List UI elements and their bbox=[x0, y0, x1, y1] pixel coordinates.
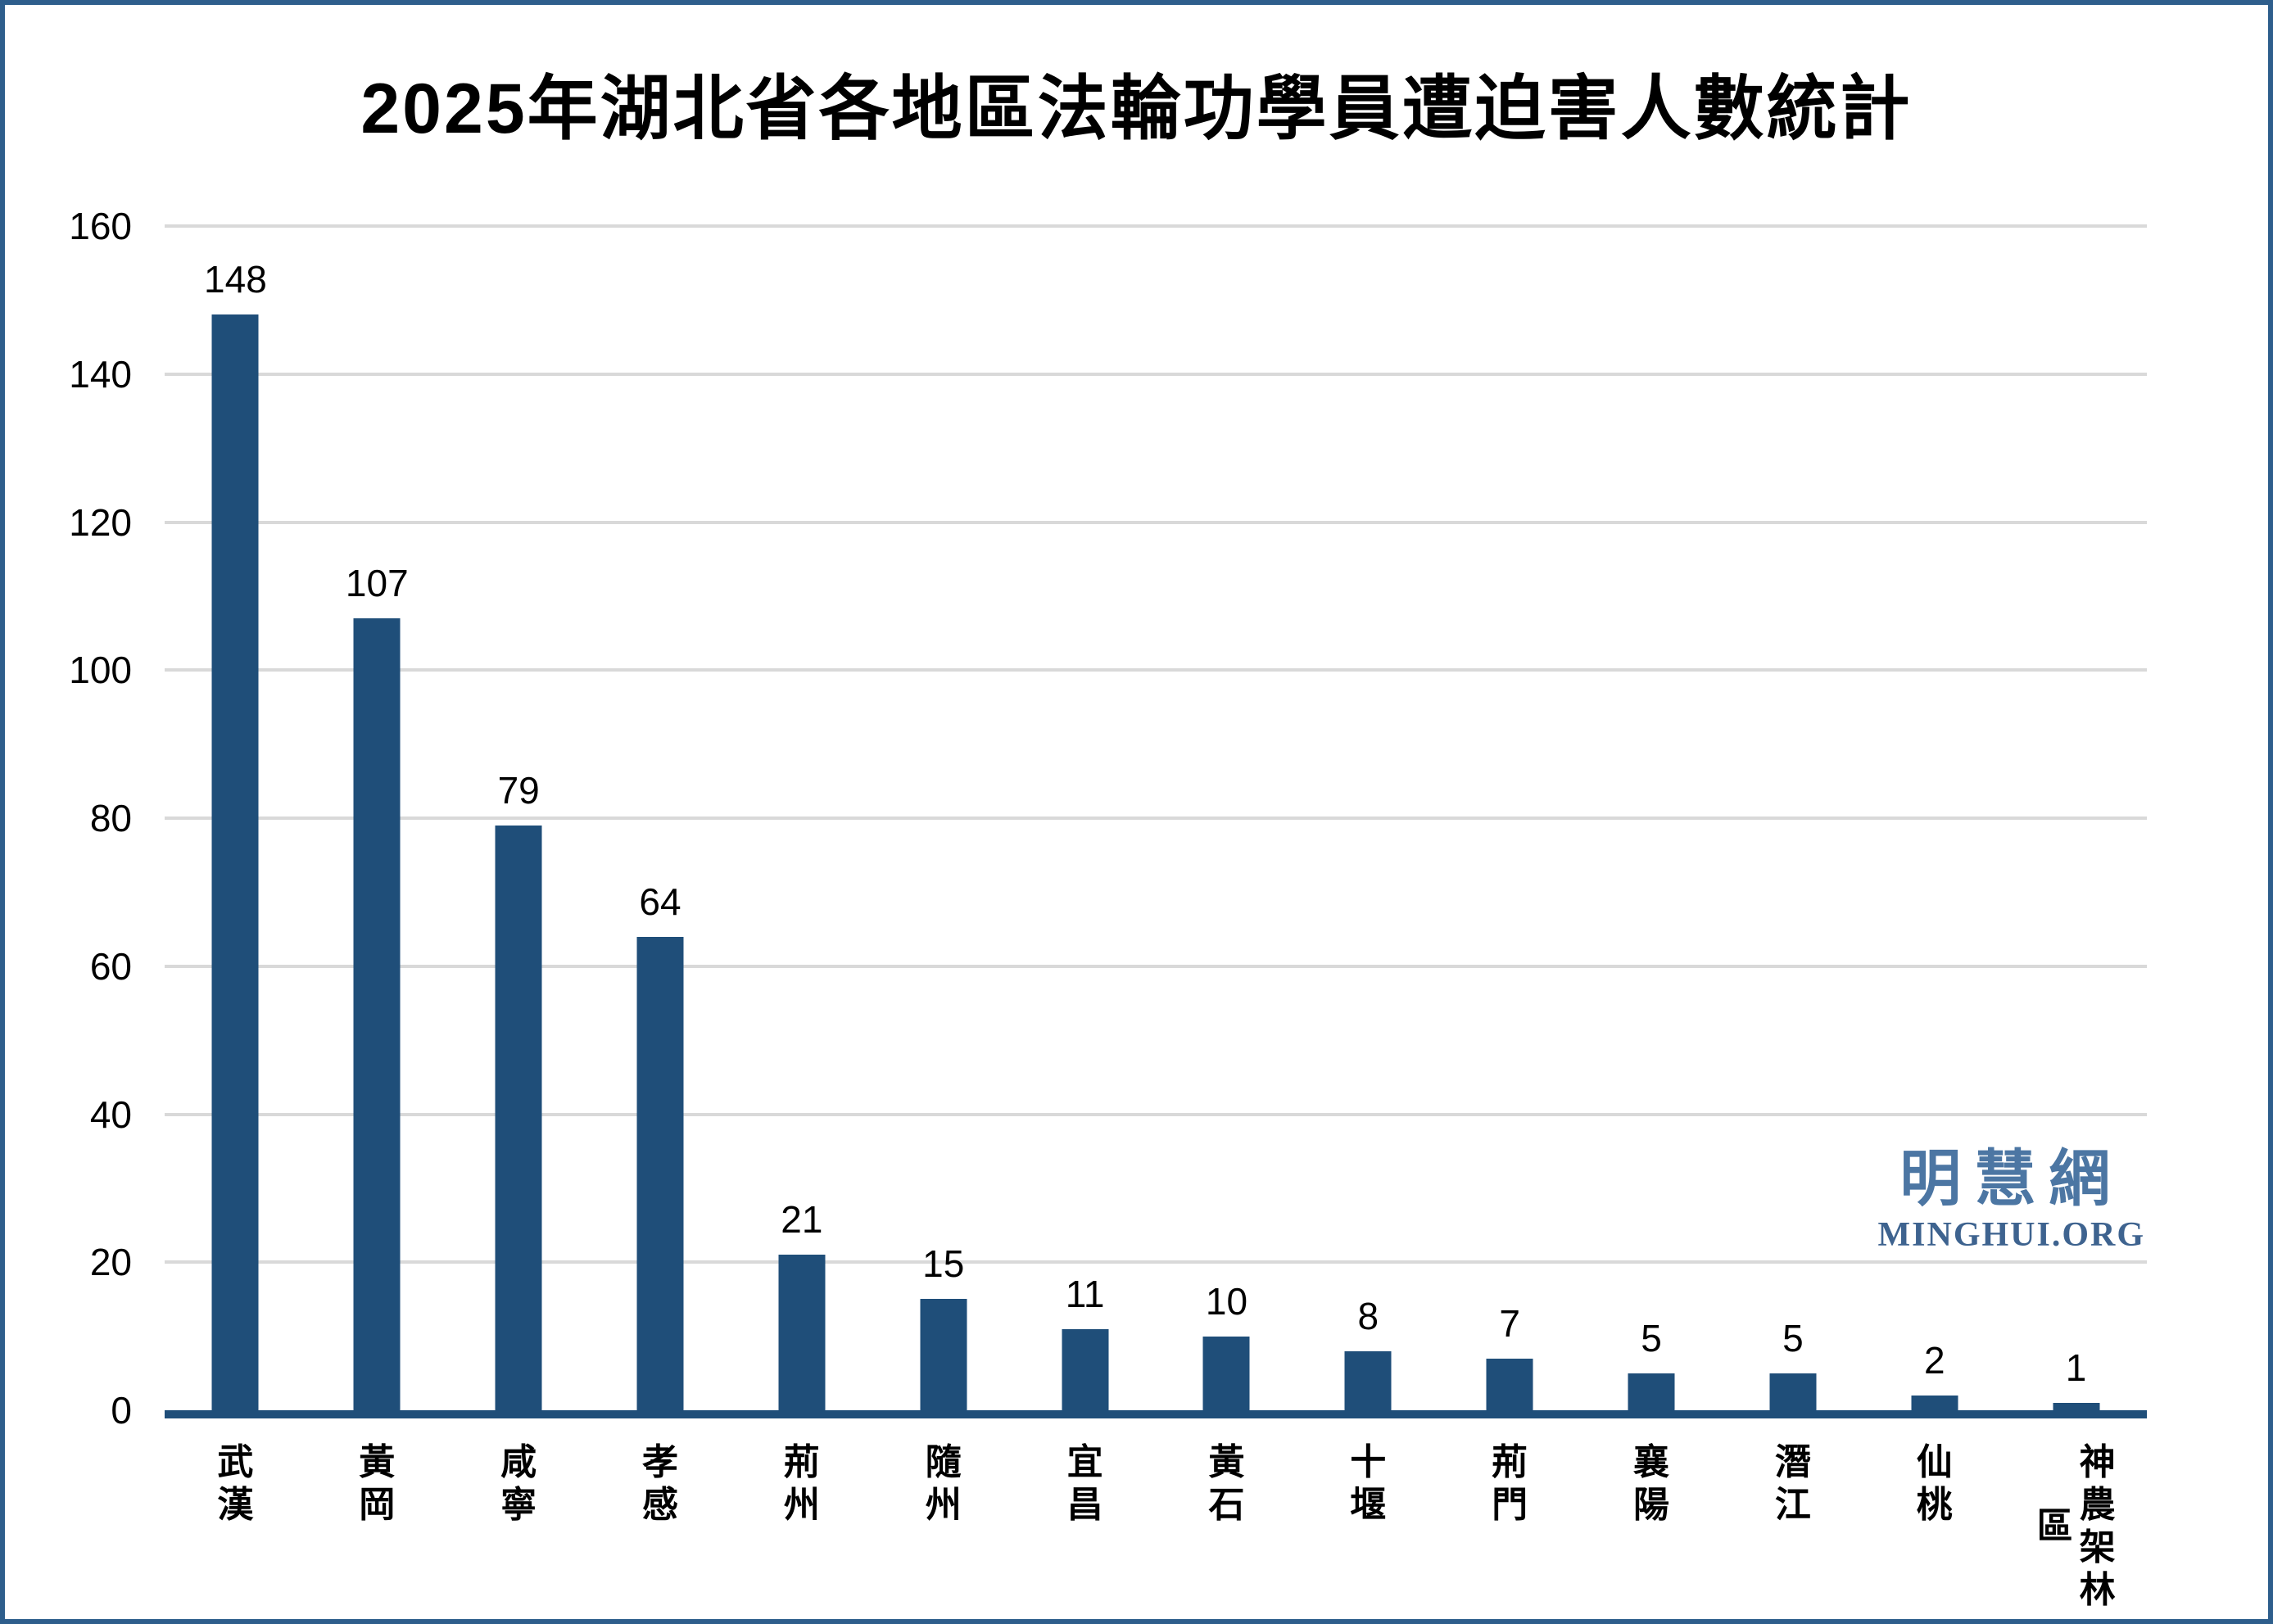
minghui-org-text: MINGHUI.ORG bbox=[1877, 1216, 2145, 1254]
x-axis-label: 仙桃 bbox=[1916, 1442, 1953, 1525]
bar-value-label: 8 bbox=[1357, 1294, 1379, 1337]
bar-slot: 5 潛江 bbox=[1722, 226, 1863, 1525]
bar-value-label: 21 bbox=[781, 1198, 823, 1242]
gridline bbox=[165, 964, 2147, 968]
bar-slot: 1 神農架林區 bbox=[2005, 226, 2147, 1610]
y-tick-label: 160 bbox=[69, 205, 132, 247]
bar-value-label: 64 bbox=[639, 880, 681, 923]
x-axis-label: 荊州 bbox=[783, 1442, 820, 1525]
bar-value-label: 79 bbox=[497, 769, 540, 812]
x-axis-label: 襄陽 bbox=[1633, 1442, 1670, 1525]
bar bbox=[1911, 1395, 1958, 1410]
y-tick-label: 60 bbox=[89, 944, 132, 988]
bar bbox=[778, 1255, 826, 1410]
gridline bbox=[165, 817, 2147, 820]
bar-slot: 107 黃岡 bbox=[306, 226, 448, 1525]
gridline bbox=[165, 1260, 2147, 1264]
bar bbox=[1769, 1373, 1817, 1410]
bar-value-label: 1 bbox=[2065, 1346, 2087, 1389]
bar-slot: 2 仙桃 bbox=[1863, 226, 2005, 1525]
plot-area: 148 武漢 107 黃岡 79 咸寧 64 孝感 21 荊州 15 隨州 11 宜昌 10 黃石 8 十堰 7 荊門… bbox=[165, 224, 2147, 1610]
minghui-logo-text: 明慧網 bbox=[1899, 1142, 2124, 1215]
gridline bbox=[165, 520, 2147, 524]
bar-slot: 79 咸寧 bbox=[448, 226, 590, 1525]
gridline bbox=[165, 224, 2147, 228]
bar bbox=[1062, 1328, 1109, 1410]
gridline bbox=[165, 668, 2147, 672]
bar bbox=[1486, 1358, 1533, 1410]
x-axis-label: 十堰 bbox=[1350, 1442, 1387, 1525]
x-axis-label: 咸寧 bbox=[500, 1442, 537, 1525]
gridline bbox=[165, 1112, 2147, 1116]
x-axis-label: 荊門 bbox=[1492, 1442, 1528, 1525]
y-tick-label: 0 bbox=[111, 1389, 132, 1432]
minghui-watermark: 明慧網 MINGHUI.ORG bbox=[1877, 1142, 2146, 1254]
gridline bbox=[165, 372, 2147, 376]
bar-slot: 5 襄陽 bbox=[1581, 226, 1723, 1525]
x-axis-label: 潛江 bbox=[1774, 1442, 1811, 1525]
bar bbox=[1628, 1373, 1675, 1410]
bar bbox=[211, 314, 259, 1410]
bar-value-label: 107 bbox=[345, 562, 409, 604]
bar-slot: 11 宜昌 bbox=[1014, 226, 1156, 1525]
gridlines-layer bbox=[165, 224, 2147, 1410]
bar-slot: 10 黃石 bbox=[1156, 226, 1297, 1525]
y-tick-label: 80 bbox=[89, 797, 132, 839]
y-tick-label: 40 bbox=[89, 1092, 132, 1136]
bar-value-label: 5 bbox=[1641, 1316, 1662, 1359]
bar-value-label: 15 bbox=[922, 1242, 965, 1286]
bar bbox=[1344, 1350, 1392, 1410]
bar-slot: 15 隨州 bbox=[872, 226, 1014, 1525]
chart-title: 2025年湖北省各地區法輪功學員遭迫害人數統計 bbox=[360, 70, 1913, 148]
bar-value-label: 148 bbox=[204, 258, 267, 301]
bar-value-label: 2 bbox=[1923, 1338, 1945, 1382]
bar-slot: 8 十堰 bbox=[1297, 226, 1439, 1525]
x-axis-label: 黃岡 bbox=[359, 1442, 396, 1525]
bar bbox=[495, 826, 542, 1410]
bar bbox=[920, 1299, 967, 1410]
bar bbox=[353, 618, 401, 1410]
bar-slot: 7 荊門 bbox=[1439, 226, 1581, 1525]
bar-value-label: 5 bbox=[1782, 1316, 1804, 1359]
x-axis-label: 黃石 bbox=[1208, 1442, 1245, 1525]
x-axis-line bbox=[165, 1410, 2147, 1418]
y-tick-label: 20 bbox=[89, 1241, 132, 1284]
y-tick-label: 120 bbox=[69, 500, 132, 544]
x-axis-label: 宜昌 bbox=[1066, 1442, 1103, 1525]
bar-value-label: 10 bbox=[1205, 1279, 1248, 1323]
x-axis-label: 孝感 bbox=[642, 1442, 678, 1525]
y-tick-label: 140 bbox=[69, 352, 132, 396]
bar-value-label: 7 bbox=[1499, 1301, 1520, 1345]
bar bbox=[1202, 1336, 1250, 1410]
bar-value-label: 11 bbox=[1065, 1272, 1105, 1315]
x-axis-label: 武漢 bbox=[217, 1442, 254, 1525]
y-axis: 0 20 40 60 80 100 120 140 160 bbox=[5, 207, 132, 1429]
bar-slot: 21 荊州 bbox=[731, 226, 872, 1525]
y-tick-label: 100 bbox=[69, 649, 132, 692]
bar-slot: 64 孝感 bbox=[590, 226, 731, 1525]
x-axis-label: 神農架林區 bbox=[2036, 1442, 2116, 1610]
bar bbox=[2053, 1402, 2100, 1410]
bars-layer: 148 武漢 107 黃岡 79 咸寧 64 孝感 21 荊州 15 隨州 11 宜昌 10 黃石 8 十堰 7 荊門… bbox=[165, 226, 2147, 1610]
bar-slot: 148 武漢 bbox=[165, 226, 306, 1525]
bar bbox=[636, 936, 684, 1410]
x-axis-label: 隨州 bbox=[925, 1442, 962, 1525]
